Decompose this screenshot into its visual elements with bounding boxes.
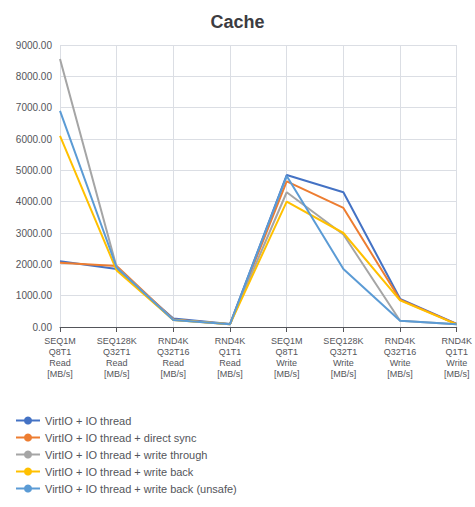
svg-text:Q1T1: Q1T1 bbox=[445, 347, 468, 357]
svg-text:[MB/s]: [MB/s] bbox=[331, 369, 357, 379]
svg-text:[MB/s]: [MB/s] bbox=[274, 369, 300, 379]
svg-text:SEQ1M: SEQ1M bbox=[271, 336, 303, 346]
svg-text:Read: Read bbox=[49, 358, 71, 368]
svg-text:VirtIO + IO thread + write bac: VirtIO + IO thread + write back (unsafe) bbox=[45, 483, 237, 495]
svg-text:Q32T1: Q32T1 bbox=[330, 347, 358, 357]
svg-text:1000.00: 1000.00 bbox=[16, 290, 53, 301]
svg-text:RND4K: RND4K bbox=[158, 336, 189, 346]
svg-text:SEQ1M: SEQ1M bbox=[44, 336, 76, 346]
svg-text:[MB/s]: [MB/s] bbox=[444, 369, 470, 379]
svg-text:Write: Write bbox=[333, 358, 354, 368]
svg-text:Read: Read bbox=[106, 358, 128, 368]
svg-text:Q8T1: Q8T1 bbox=[275, 347, 298, 357]
svg-text:6000.00: 6000.00 bbox=[16, 134, 53, 145]
svg-text:VirtIO + IO thread: VirtIO + IO thread bbox=[45, 415, 131, 427]
svg-text:[MB/s]: [MB/s] bbox=[161, 369, 187, 379]
svg-text:Read: Read bbox=[219, 358, 241, 368]
svg-text:Q8T1: Q8T1 bbox=[49, 347, 72, 357]
svg-text:RND4K: RND4K bbox=[441, 336, 472, 346]
svg-text:2000.00: 2000.00 bbox=[16, 259, 53, 270]
svg-text:SEQ128K: SEQ128K bbox=[97, 336, 137, 346]
svg-text:0.00: 0.00 bbox=[33, 322, 53, 333]
svg-text:Write: Write bbox=[390, 358, 411, 368]
svg-text:8000.00: 8000.00 bbox=[16, 71, 53, 82]
svg-text:RND4K: RND4K bbox=[385, 336, 416, 346]
svg-text:3000.00: 3000.00 bbox=[16, 228, 53, 239]
svg-text:Q32T16: Q32T16 bbox=[157, 347, 190, 357]
svg-text:7000.00: 7000.00 bbox=[16, 102, 53, 113]
svg-text:Cache: Cache bbox=[210, 12, 264, 32]
svg-text:4000.00: 4000.00 bbox=[16, 196, 53, 207]
svg-text:Q32T1: Q32T1 bbox=[103, 347, 131, 357]
svg-text:VirtIO + IO thread + direct sy: VirtIO + IO thread + direct sync bbox=[45, 432, 197, 444]
svg-text:9000.00: 9000.00 bbox=[16, 40, 53, 51]
svg-text:Write: Write bbox=[446, 358, 467, 368]
svg-text:Write: Write bbox=[276, 358, 297, 368]
svg-text:Q1T1: Q1T1 bbox=[219, 347, 242, 357]
svg-text:[MB/s]: [MB/s] bbox=[104, 369, 130, 379]
svg-text:[MB/s]: [MB/s] bbox=[217, 369, 243, 379]
svg-text:VirtIO + IO thread + write bac: VirtIO + IO thread + write back bbox=[45, 466, 194, 478]
svg-text:SEQ128K: SEQ128K bbox=[323, 336, 363, 346]
svg-text:Q32T16: Q32T16 bbox=[384, 347, 417, 357]
svg-text:5000.00: 5000.00 bbox=[16, 165, 53, 176]
svg-text:VirtIO + IO thread + write thr: VirtIO + IO thread + write through bbox=[45, 449, 207, 461]
svg-text:[MB/s]: [MB/s] bbox=[47, 369, 73, 379]
svg-text:Read: Read bbox=[163, 358, 185, 368]
svg-text:RND4K: RND4K bbox=[215, 336, 246, 346]
svg-text:[MB/s]: [MB/s] bbox=[387, 369, 413, 379]
